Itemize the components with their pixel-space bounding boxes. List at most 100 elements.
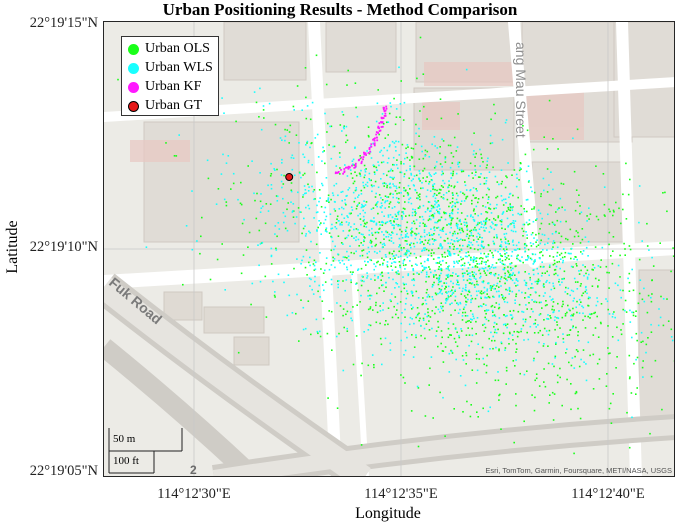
scatter-point <box>374 274 376 277</box>
scatter-point <box>400 247 403 249</box>
scatter-point <box>528 273 530 275</box>
scatter-point <box>274 233 276 235</box>
scatter-point <box>517 258 520 261</box>
scatter-point <box>608 271 610 274</box>
scatter-point <box>475 197 477 199</box>
scatter-point <box>407 184 410 187</box>
scatter-point <box>216 258 219 261</box>
scatter-point <box>592 353 595 356</box>
scatter-point <box>509 266 512 269</box>
scatter-point <box>410 202 413 205</box>
scatter-point <box>346 301 348 304</box>
scatter-point <box>501 199 503 202</box>
scatter-point <box>386 121 388 124</box>
scatter-point <box>444 346 447 348</box>
scatter-point <box>456 146 459 148</box>
scatter-point <box>353 223 356 225</box>
scatter-point <box>452 193 454 196</box>
scatter-point <box>482 281 485 284</box>
scatter-point <box>492 295 494 298</box>
scatter-point <box>397 140 400 143</box>
scatter-point <box>453 186 455 189</box>
scatter-point <box>509 205 512 207</box>
scatter-point <box>472 273 474 276</box>
scatter-point <box>442 396 444 399</box>
scatter-point <box>346 139 349 142</box>
scatter-point <box>485 193 488 196</box>
scatter-point <box>393 185 395 187</box>
scatter-point <box>494 328 497 331</box>
scatter-point <box>414 209 416 211</box>
kf-track-point <box>362 158 364 161</box>
scatter-point <box>444 218 447 221</box>
scatter-point <box>516 284 519 286</box>
scatter-point <box>325 83 328 86</box>
scatter-point <box>459 302 462 305</box>
scatter-point <box>557 274 559 277</box>
scatter-point <box>494 379 497 382</box>
scatter-point <box>561 404 563 407</box>
scatter-point <box>432 243 434 245</box>
scatter-point <box>488 272 491 274</box>
scatter-point <box>265 316 268 318</box>
scatter-point <box>397 316 400 319</box>
scatter-point <box>462 411 464 413</box>
scatter-point <box>455 192 458 195</box>
scatter-point <box>489 208 492 210</box>
scatter-point <box>359 301 361 303</box>
scatter-point <box>363 176 366 179</box>
scatter-point <box>319 335 322 338</box>
scatter-point <box>425 271 428 274</box>
scatter-point <box>438 192 441 194</box>
scatter-point <box>537 244 540 246</box>
scatter-point <box>401 312 403 314</box>
scatter-point <box>538 385 541 387</box>
scatter-point <box>368 172 371 175</box>
scatter-point <box>472 218 475 221</box>
scatter-point <box>566 348 568 350</box>
scatter-point <box>319 223 321 226</box>
scatter-point <box>442 361 445 363</box>
scatter-point <box>504 349 506 351</box>
scatter-point <box>363 240 365 243</box>
scatter-point <box>467 298 469 301</box>
scatter-point <box>508 331 511 334</box>
scatter-point <box>672 255 674 257</box>
scatter-point <box>587 240 590 243</box>
scatter-point <box>387 214 390 216</box>
scatter-point <box>393 176 395 179</box>
scatter-point <box>343 125 345 127</box>
scatter-point <box>541 272 544 274</box>
scatter-point <box>486 290 488 292</box>
scatter-point <box>355 228 358 230</box>
scatter-point <box>493 103 495 106</box>
x-tick-label: 114°12'35"E <box>364 486 438 502</box>
scatter-point <box>274 225 277 227</box>
scatter-point <box>466 245 469 248</box>
scatter-point <box>490 266 493 268</box>
scatter-point <box>507 225 510 227</box>
scatter-point <box>482 324 484 326</box>
scatter-point <box>543 286 545 288</box>
scatter-point <box>381 204 383 207</box>
scatter-point <box>608 407 611 410</box>
scatter-point <box>533 357 535 360</box>
scatter-point <box>447 290 450 293</box>
scatter-point <box>419 206 421 209</box>
scatter-point <box>506 326 508 329</box>
scatter-point <box>400 374 402 376</box>
scatter-point <box>416 385 419 388</box>
scatter-point <box>515 293 518 295</box>
scatter-point <box>523 279 526 282</box>
scatter-point <box>487 282 490 285</box>
scatter-point <box>458 334 460 337</box>
scatter-point <box>393 250 395 253</box>
scatter-point <box>507 276 510 278</box>
scatter-point <box>446 198 449 201</box>
scatter-point <box>381 257 383 260</box>
map-plot-area[interactable]: ang Mau Street Fuk Road 2 <box>103 21 675 477</box>
scatter-point <box>485 309 488 311</box>
scatter-point <box>498 286 500 288</box>
scatter-point <box>419 317 421 320</box>
scatter-point <box>586 215 588 217</box>
